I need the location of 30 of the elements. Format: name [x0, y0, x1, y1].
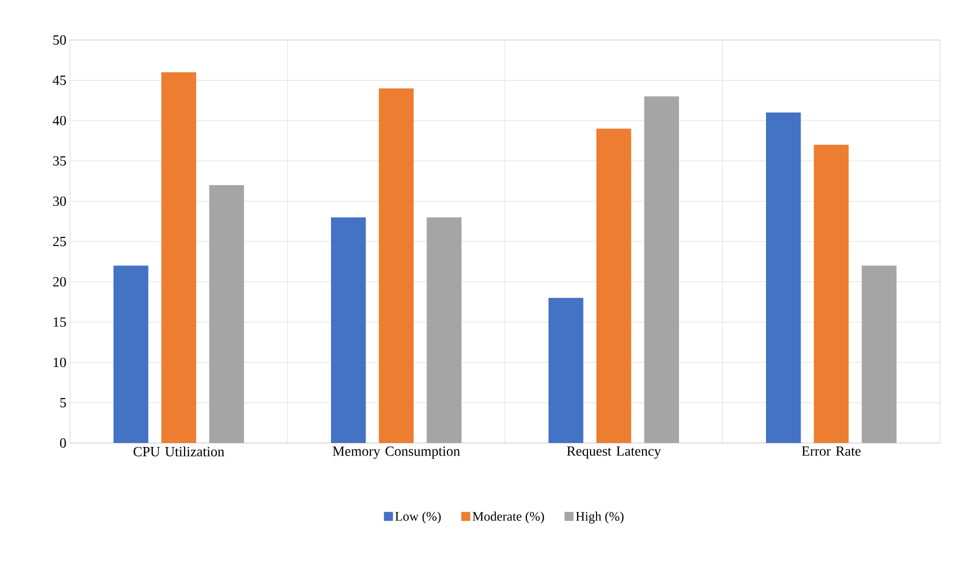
legend-label: Moderate (%): [472, 512, 544, 524]
bar: [378, 88, 414, 443]
y-tick-label: 0: [60, 438, 66, 448]
y-tick-label: 30: [53, 196, 66, 206]
bar: [548, 298, 584, 443]
x-tick-label: Error Rate: [802, 446, 861, 456]
bar: [209, 185, 244, 443]
x-tick-label: CPU Utilization: [134, 446, 224, 456]
y-tick-label: 35: [53, 156, 66, 166]
x-tick-label: Request Latency: [566, 446, 661, 459]
y-tick-label: 20: [53, 277, 66, 287]
x-tick-label: Memory Consumption: [332, 446, 460, 459]
y-tick-label: 40: [52, 116, 66, 126]
bar: [644, 96, 680, 443]
y-tick-label: 45: [52, 76, 66, 85]
legend-label: High (%): [576, 512, 624, 524]
bar: [596, 128, 632, 443]
bar: [814, 144, 849, 443]
bar: [161, 72, 196, 443]
bar: [862, 266, 897, 443]
legend-label: Low (%): [395, 512, 441, 524]
bar: [426, 217, 462, 443]
y-tick-label: 25: [53, 236, 66, 246]
y-tick-label: 15: [54, 317, 66, 327]
bar: [766, 112, 801, 443]
y-tick-label: 5: [60, 398, 66, 408]
bar: [114, 266, 148, 443]
y-tick-label: 50: [53, 35, 66, 45]
bar: [331, 217, 366, 443]
y-tick-label: 10: [54, 358, 66, 368]
